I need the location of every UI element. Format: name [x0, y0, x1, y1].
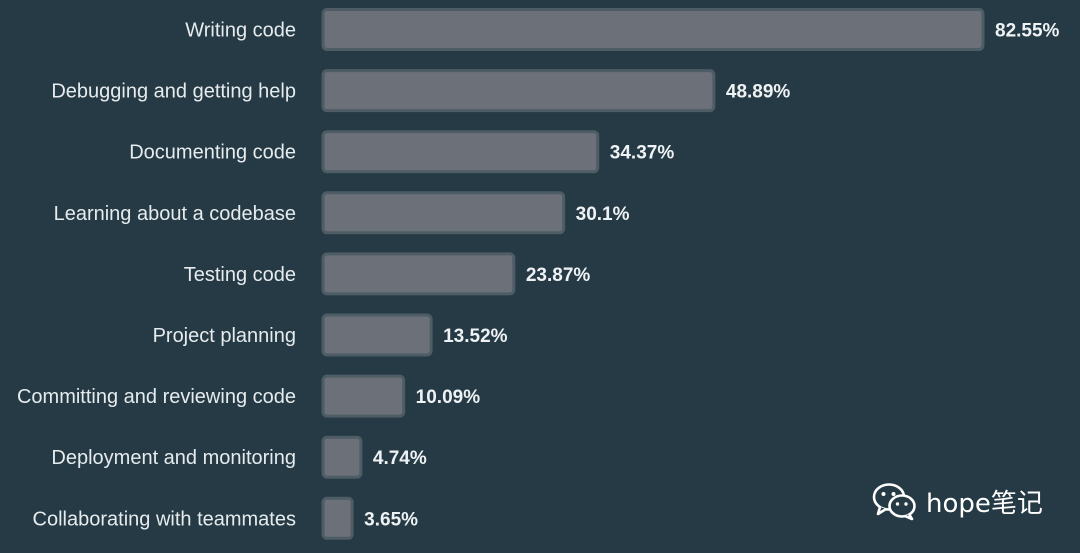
value-label: 13.52%	[443, 326, 508, 347]
category-label: Writing code	[185, 20, 296, 42]
watermark-text: hope笔记	[926, 488, 1043, 519]
value-label: 3.65%	[364, 509, 418, 530]
category-label: Collaborating with teammates	[33, 508, 296, 530]
bar	[321, 8, 985, 51]
category-label: Deployment and monitoring	[51, 447, 296, 469]
category-label: Debugging and getting help	[51, 81, 296, 103]
value-label: 23.87%	[526, 265, 591, 286]
category-label: Documenting code	[129, 142, 296, 164]
bar	[321, 313, 433, 357]
bar	[321, 191, 566, 235]
bar	[321, 435, 363, 479]
value-label: 34.37%	[610, 143, 675, 164]
wechat-icon	[872, 483, 916, 521]
value-label: 82.55%	[995, 21, 1060, 42]
category-label: Learning about a codebase	[54, 203, 296, 225]
bar	[321, 130, 600, 174]
category-label: Project planning	[153, 325, 296, 347]
category-label: Testing code	[184, 264, 296, 286]
bar	[321, 496, 354, 540]
category-label: Committing and reviewing code	[17, 386, 296, 408]
watermark: hope笔记	[872, 480, 1043, 522]
bar	[321, 374, 406, 418]
bar	[321, 69, 716, 113]
value-label: 48.89%	[726, 82, 791, 103]
bar	[321, 252, 516, 296]
value-label: 30.1%	[576, 204, 630, 225]
value-label: 10.09%	[416, 387, 481, 408]
value-label: 4.74%	[373, 448, 427, 469]
